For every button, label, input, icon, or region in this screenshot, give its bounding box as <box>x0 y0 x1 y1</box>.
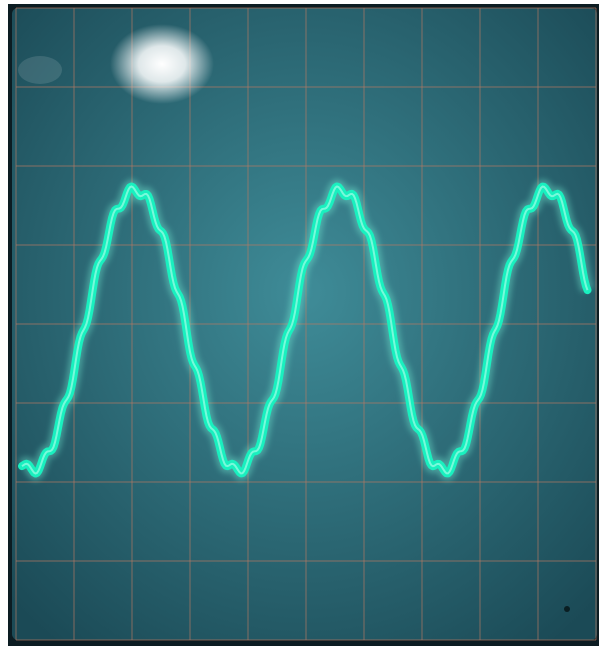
screen-speck <box>564 606 570 612</box>
glare-reflection-left <box>18 56 62 84</box>
waveform-trace-core <box>21 185 589 475</box>
screen-glare <box>110 24 214 104</box>
